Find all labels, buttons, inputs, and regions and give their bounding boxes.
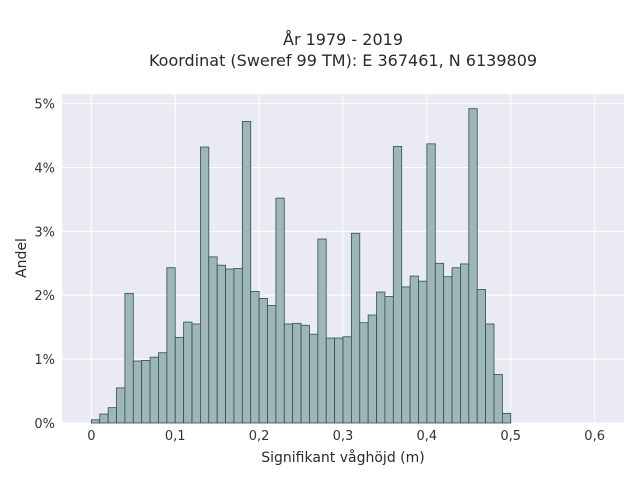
histogram-bar: [90, 419, 101, 424]
y-tick-label: 0%: [34, 417, 55, 432]
histogram-bar: [367, 314, 377, 424]
y-axis-label: Andel: [14, 238, 30, 278]
y-tick-label: 1%: [34, 353, 55, 368]
histogram-bar: [132, 360, 143, 424]
x-tick-label: 0,5: [500, 429, 521, 444]
histogram-bar: [409, 275, 419, 424]
x-tick-label: 0: [87, 429, 95, 444]
histogram-bar: [183, 321, 193, 424]
histogram-bar: [267, 305, 277, 424]
y-tick-label: 5%: [34, 98, 55, 113]
x-tick-label: 0,3: [333, 429, 354, 444]
histogram-bar: [460, 263, 470, 424]
x-axis-ticks: 0 0,1 0,2 0,3 0,4 0,5 0,6: [87, 429, 605, 444]
histogram-bar: [258, 298, 268, 424]
x-tick-label: 0,6: [584, 429, 605, 444]
histogram-bar: [124, 292, 134, 424]
histogram-bar: [401, 286, 411, 424]
histogram-bar: [317, 238, 327, 424]
y-tick-label: 4%: [34, 161, 55, 176]
histogram-bar: [174, 336, 185, 424]
histogram-bar: [350, 232, 361, 424]
histogram-bar: [451, 267, 461, 424]
histogram-bar: [443, 276, 453, 424]
y-axis-ticks: 0% 1% 2% 3% 4% 5%: [34, 98, 55, 432]
histogram-bar: [99, 413, 109, 424]
histogram-bar: [376, 291, 386, 424]
histogram-bar: [384, 296, 394, 424]
histogram-bar: [359, 322, 369, 424]
histogram-bar: [468, 108, 478, 424]
x-tick-label: 0,4: [417, 429, 438, 444]
histogram-bar: [208, 256, 218, 424]
histogram-bar: [334, 337, 344, 424]
histogram-bar: [342, 336, 352, 424]
histogram-bar: [300, 324, 310, 424]
y-tick-label: 2%: [34, 289, 55, 304]
histogram-bar: [418, 280, 428, 424]
bars: [90, 108, 512, 424]
histogram-bar: [325, 337, 336, 424]
x-tick-label: 0,1: [165, 429, 186, 444]
histogram-bar: [158, 352, 168, 424]
histogram-bar: [476, 289, 486, 424]
histogram-bar: [392, 145, 403, 424]
histogram-bar: [426, 143, 436, 424]
histogram-bar: [233, 268, 243, 424]
y-tick-label: 3%: [34, 225, 55, 240]
histogram-bar: [283, 323, 294, 424]
x-tick-label: 0,2: [249, 429, 270, 444]
histogram-bar: [434, 262, 445, 424]
histogram-bar: [485, 323, 495, 424]
histogram-bar: [225, 268, 235, 424]
histogram-bar: [216, 264, 226, 424]
histogram-bar: [501, 413, 512, 424]
histogram-bar: [116, 387, 126, 424]
histogram-bar: [275, 197, 285, 424]
chart-title-line-1: År 1979 - 2019: [283, 30, 403, 49]
histogram-bar: [309, 333, 319, 424]
histogram-bar: [166, 267, 176, 424]
histogram-bar: [292, 322, 302, 424]
histogram-bar: [200, 146, 210, 424]
chart-title-line-2: Koordinat (Sweref 99 TM): E 367461, N 61…: [149, 51, 537, 70]
histogram-bar: [493, 374, 503, 424]
histogram-bar: [149, 356, 159, 424]
histogram-bar: [141, 359, 151, 424]
histogram-bar: [191, 323, 201, 424]
x-axis-label: Signifikant våghöjd (m): [261, 449, 424, 466]
histogram-bar: [107, 407, 117, 424]
histogram-bar: [250, 290, 260, 424]
histogram-bar: [241, 121, 252, 424]
